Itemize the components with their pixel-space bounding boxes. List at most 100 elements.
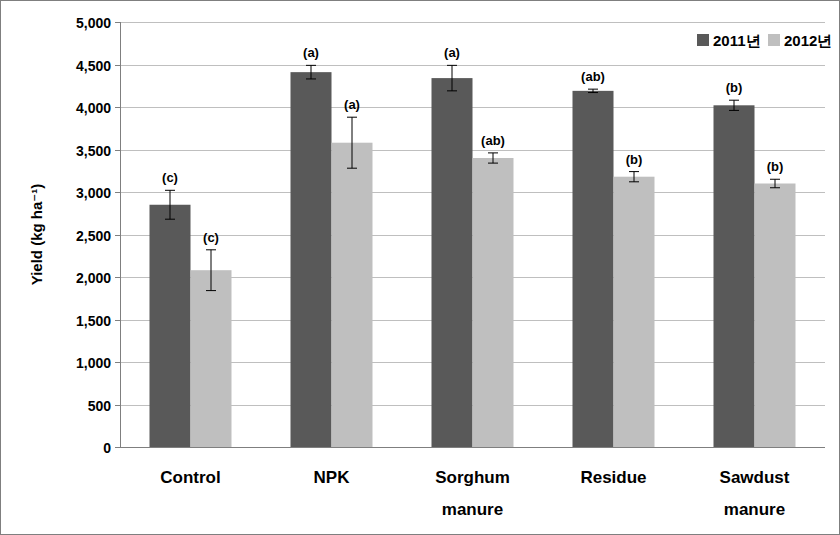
error-bar <box>347 117 357 168</box>
error-cap <box>729 110 739 111</box>
tick-label: 1,500 <box>76 313 111 329</box>
annotation: (a) <box>444 45 460 60</box>
bar <box>614 177 655 447</box>
bar <box>191 270 232 447</box>
grid-line <box>120 447 825 448</box>
legend: 2011년2012년 <box>697 32 832 49</box>
error-bar <box>206 250 216 291</box>
bar <box>473 158 514 447</box>
bar <box>755 184 796 448</box>
bar <box>291 72 332 447</box>
category-label: Residue <box>580 468 646 487</box>
error-cap <box>165 190 175 191</box>
bar <box>150 205 191 447</box>
error-line <box>452 65 453 91</box>
error-line <box>311 65 312 79</box>
category-label: Control <box>160 468 220 487</box>
tick <box>115 277 120 278</box>
category-label-line: NPK <box>314 468 351 487</box>
category-label-line: manure <box>442 500 503 519</box>
category-label: Sawdust manure <box>720 468 790 519</box>
error-bar <box>165 190 175 219</box>
category-label-line: Control <box>160 468 220 487</box>
error-bar <box>588 89 598 92</box>
tick-label: 3,000 <box>76 185 111 201</box>
error-bar <box>306 65 316 79</box>
bar <box>714 105 755 447</box>
grid-line <box>120 65 825 66</box>
frame <box>1 1 840 535</box>
legend-swatch <box>697 34 709 46</box>
tick <box>115 22 120 23</box>
error-line <box>211 250 212 291</box>
category-label-line: manure <box>724 500 785 519</box>
annotation: (c) <box>203 230 219 245</box>
error-cap <box>206 249 216 250</box>
error-cap <box>206 290 216 291</box>
error-line <box>493 153 494 163</box>
error-cap <box>770 187 780 188</box>
legend-label: 2011년 <box>713 32 761 49</box>
error-line <box>634 172 635 182</box>
category-label-line: Sawdust <box>720 468 790 487</box>
tick <box>115 107 120 108</box>
tick-label: 4,000 <box>76 100 111 116</box>
y-axis-label: Yield (kg ha⁻¹) <box>28 184 45 286</box>
error-cap <box>347 168 357 169</box>
error-cap <box>729 100 739 101</box>
error-cap <box>347 117 357 118</box>
category-label: Sorghum manure <box>435 468 510 519</box>
tick-label: 1,000 <box>76 355 111 371</box>
error-cap <box>770 179 780 180</box>
chart: 05001,0001,5002,0002,5003,0003,5004,0004… <box>0 0 840 535</box>
error-cap <box>629 181 639 182</box>
category-label-line: Sorghum <box>435 468 510 487</box>
annotation: (ab) <box>581 69 605 84</box>
annotation: (b) <box>726 80 743 95</box>
error-bar <box>770 179 780 188</box>
bar <box>573 91 614 447</box>
error-bar <box>729 100 739 110</box>
category-label-line: Residue <box>580 468 646 487</box>
tick <box>115 362 120 363</box>
y-axis <box>120 22 121 447</box>
annotation: (b) <box>767 159 784 174</box>
annotation: (a) <box>303 45 319 60</box>
bar <box>332 143 373 447</box>
tick-label: 5,000 <box>76 15 111 31</box>
category-label: NPK <box>314 468 351 487</box>
error-line <box>170 190 171 219</box>
error-cap <box>588 92 598 93</box>
error-bar <box>629 172 639 182</box>
tick <box>115 150 120 151</box>
error-cap <box>588 89 598 90</box>
annotation: (ab) <box>481 133 505 148</box>
legend-swatch <box>768 34 780 46</box>
annotation: (b) <box>626 152 643 167</box>
labels: (c)(c)Control(a)(a)NPK(a)(ab)Sorghummanu… <box>160 45 790 519</box>
error-bar <box>447 65 457 91</box>
tick <box>115 447 120 448</box>
tick-label: 500 <box>88 398 112 414</box>
tick-label: 0 <box>103 440 111 456</box>
error-cap <box>306 78 316 79</box>
error-cap <box>488 163 498 164</box>
tick <box>115 405 120 406</box>
error-cap <box>165 219 175 220</box>
tick <box>115 320 120 321</box>
error-line <box>352 117 353 168</box>
tick-label: 2,000 <box>76 270 111 286</box>
error-line <box>734 100 735 110</box>
bar <box>432 78 473 447</box>
error-cap <box>306 65 316 66</box>
tick-label: 2,500 <box>76 228 111 244</box>
tick <box>115 192 120 193</box>
grid-line <box>120 22 825 23</box>
bars <box>150 65 796 447</box>
x-axis <box>120 447 825 448</box>
error-cap <box>447 90 457 91</box>
annotation: (a) <box>344 97 360 112</box>
error-cap <box>488 152 498 153</box>
tick-label: 3,500 <box>76 143 111 159</box>
error-cap <box>447 65 457 66</box>
